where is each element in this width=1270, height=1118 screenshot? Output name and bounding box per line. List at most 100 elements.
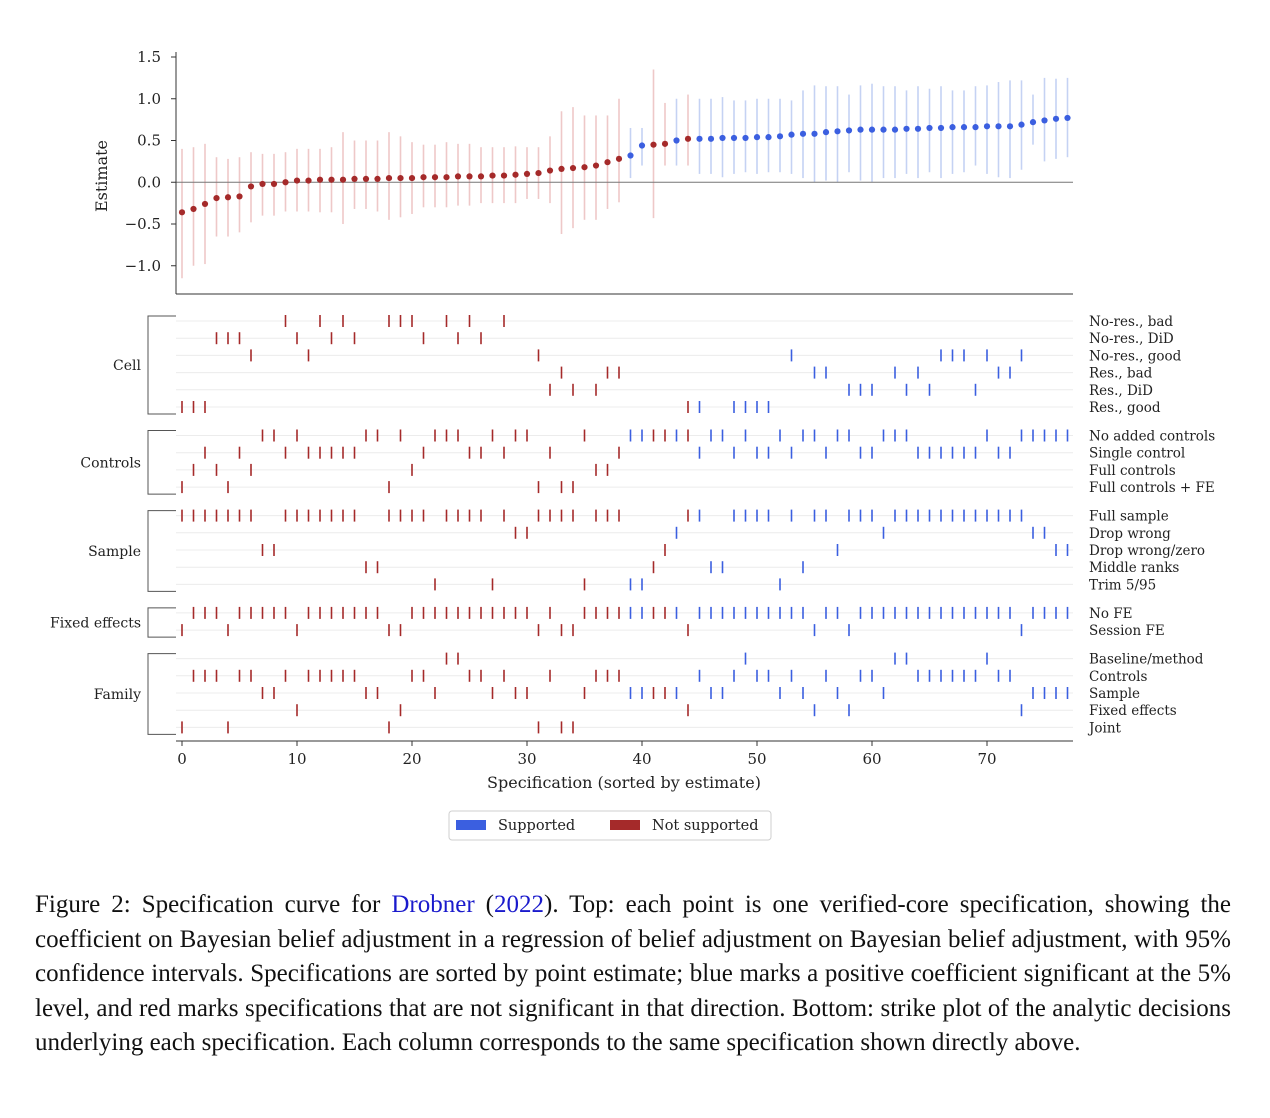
estimate-point: [742, 134, 749, 142]
estimate-point: [983, 123, 991, 130]
group-label: Cell: [113, 358, 141, 374]
group-bracket: [147, 430, 176, 495]
estimate-point: [1041, 117, 1048, 124]
estimate-point: [1006, 123, 1014, 130]
estimate-point: [799, 130, 807, 137]
estimate-point: [201, 200, 209, 208]
citation-year-link[interactable]: 2022: [494, 891, 545, 918]
estimate-point: [581, 164, 588, 171]
estimate-point: [753, 134, 761, 141]
y-tick-label: 1.0: [137, 90, 161, 108]
estimate-point: [627, 152, 634, 159]
estimate-point: [949, 124, 956, 131]
y-axis-label: Estimate: [92, 140, 111, 212]
estimate-axes: 1.5 1.0 0.5 0.0 −0.5 −1.0: [125, 48, 1073, 295]
x-axis-label: Specification (sorted by estimate): [487, 773, 761, 792]
estimate-point: [845, 127, 853, 134]
estimate-point: [535, 169, 542, 177]
estimate-point: [707, 135, 715, 142]
strike-row-label: Joint: [1087, 720, 1122, 736]
caption-body: ). Top: each point is one verified-core …: [35, 891, 1231, 1056]
estimate-point: [512, 171, 519, 178]
estimate-point: [282, 179, 289, 186]
estimate-point: [615, 155, 623, 162]
estimate-point: [362, 175, 370, 183]
estimate-point: [592, 162, 600, 169]
estimate-point: [558, 165, 565, 172]
legend-label-not-supported: Not supported: [652, 818, 759, 834]
x-tick-label: 40: [632, 750, 651, 768]
estimate-point: [546, 167, 554, 174]
x-tick-label: 60: [862, 750, 881, 768]
estimate-point: [822, 129, 830, 136]
estimate-point: [420, 174, 427, 181]
estimate-point: [500, 172, 508, 179]
strike-row-label: Res., bad: [1089, 366, 1153, 382]
estimate-point: [213, 195, 220, 202]
estimate-point: [293, 177, 301, 184]
legend-swatch-not-supported: [610, 820, 640, 830]
caption-intro: Figure 2: Specification curve for: [35, 891, 392, 918]
group-bracket: [147, 510, 176, 592]
citation-author-link[interactable]: Drobner: [391, 891, 475, 918]
estimate-point: [776, 133, 784, 140]
strike-row-label: No-res., DiD: [1089, 331, 1174, 347]
estimate-point: [903, 125, 910, 132]
strike-row-label: Session FE: [1089, 623, 1165, 639]
strike-row-label: No-res., good: [1089, 348, 1182, 364]
estimate-point: [224, 194, 232, 201]
strike-row-label: Fixed effects: [1089, 703, 1177, 719]
estimate-point: [811, 130, 818, 137]
estimate-point: [661, 140, 669, 147]
estimate-point: [834, 128, 841, 135]
estimate-point: [1052, 115, 1060, 122]
group-bracket: [147, 315, 176, 415]
estimate-point: [431, 174, 439, 181]
strike-row-label: No-res., bad: [1089, 314, 1173, 330]
strike-row-label: Full controls: [1089, 463, 1176, 479]
estimate-point: [914, 125, 922, 132]
point-estimates: [178, 114, 1071, 216]
x-tick-label: 0: [177, 750, 187, 768]
estimate-point: [523, 170, 531, 177]
specification-axis: 0 10 20 30 40 50 60 70: [176, 740, 1073, 768]
estimate-point: [408, 174, 416, 182]
group-label: Fixed effects: [50, 616, 141, 632]
specification-curve-figure: 1.5 1.0 0.5 0.0 −0.5 −1.0 Estimate No-res., b…: [50, 48, 1215, 841]
estimate-point: [937, 124, 945, 132]
estimate-point: [443, 174, 450, 181]
estimate-point: [719, 134, 726, 142]
estimate-point: [730, 134, 738, 142]
y-tick-label: 0.5: [137, 132, 161, 150]
caption-paren: (: [474, 891, 495, 918]
strike-row-label: Full sample: [1089, 509, 1169, 525]
legend-label-supported: Supported: [498, 818, 575, 834]
strike-row-label: Drop wrong: [1089, 526, 1171, 542]
estimate-point: [960, 124, 968, 131]
estimate-point: [374, 175, 381, 183]
estimate-point: [891, 126, 899, 133]
estimate-point: [236, 193, 243, 200]
y-tick-label: 1.5: [137, 48, 161, 66]
estimate-point: [788, 131, 795, 138]
y-tick-label: 0.0: [137, 173, 161, 191]
estimate-point: [339, 176, 347, 183]
estimate-point: [868, 126, 876, 133]
estimate-point: [397, 174, 404, 182]
strike-row-label: Res., DiD: [1089, 383, 1153, 399]
x-tick-label: 70: [977, 750, 996, 768]
y-tick-label: −1.0: [125, 257, 161, 275]
confidence-intervals: [181, 69, 1069, 279]
estimate-point: [270, 180, 278, 188]
strike-row-label: Single control: [1089, 446, 1185, 462]
estimate-point: [385, 174, 393, 182]
strike-row-label: No FE: [1089, 606, 1132, 622]
estimate-point: [1018, 121, 1025, 128]
estimate-point: [466, 173, 473, 180]
y-tick-label: −0.5: [125, 215, 161, 233]
x-tick-label: 10: [287, 750, 306, 768]
estimate-panel: 1.5 1.0 0.5 0.0 −0.5 −1.0 Estimate: [92, 48, 1073, 295]
figure-caption: Figure 2: Specification curve for Drobne…: [35, 888, 1231, 1061]
estimate-point: [995, 123, 1002, 130]
legend-swatch-supported: [456, 820, 486, 830]
